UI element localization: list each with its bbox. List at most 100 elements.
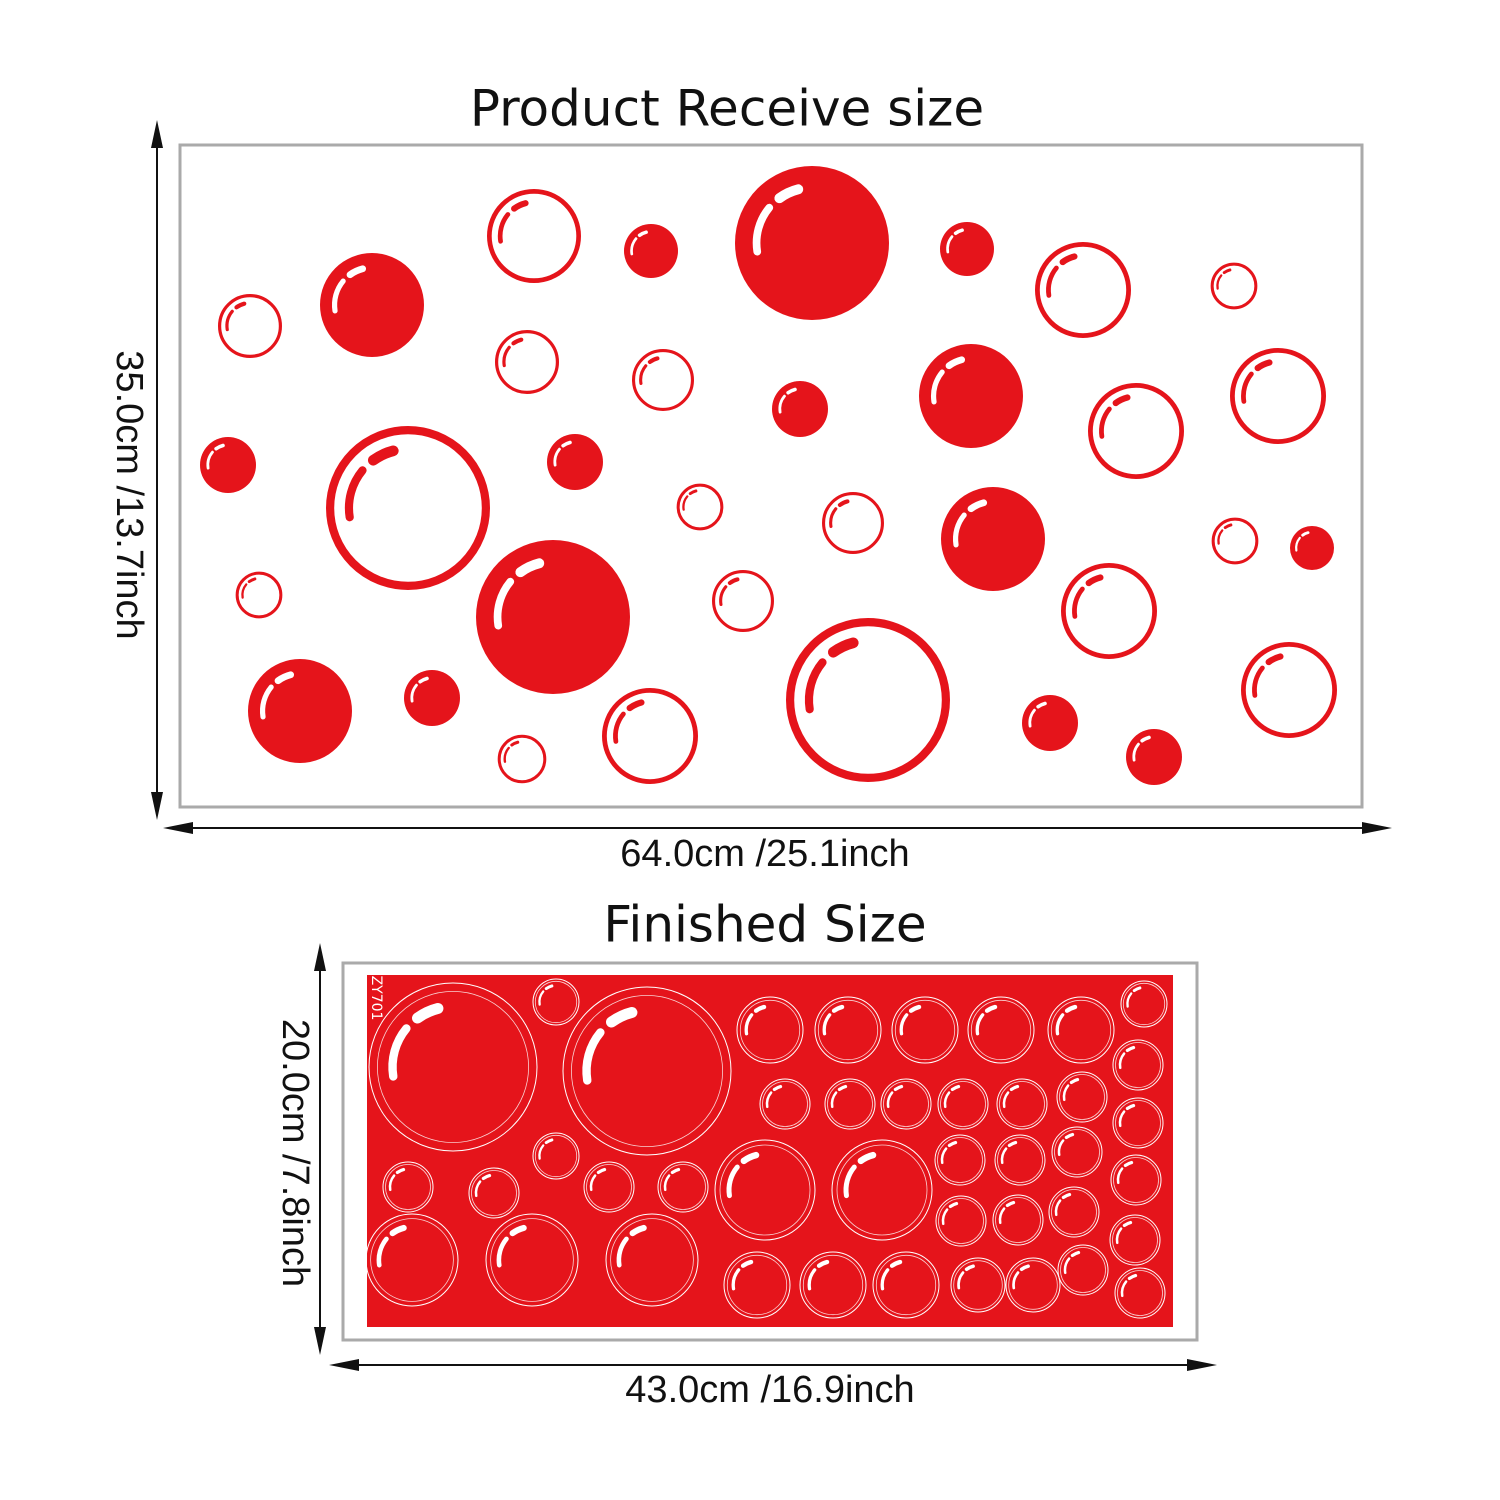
bubble xyxy=(967,996,1035,1064)
bubble xyxy=(934,1134,986,1186)
bubble xyxy=(994,1134,1046,1186)
highlight xyxy=(772,1084,783,1092)
highlight xyxy=(948,1201,959,1209)
receive-height: 35.0cm /13.7inch xyxy=(108,350,150,639)
highlight xyxy=(493,577,515,630)
bubble-inner xyxy=(1115,1100,1161,1146)
bubble xyxy=(1120,980,1168,1028)
bubble xyxy=(940,222,994,276)
highlight xyxy=(1064,1132,1075,1140)
highlight xyxy=(740,1151,760,1165)
highlight xyxy=(975,1013,985,1036)
finished-frame xyxy=(341,961,1199,1342)
bubble xyxy=(821,491,884,554)
highlight xyxy=(1099,406,1112,439)
highlight xyxy=(234,301,247,310)
bubble-inner xyxy=(940,1081,986,1127)
bubble xyxy=(476,540,630,694)
highlight xyxy=(1115,1227,1123,1245)
bubble xyxy=(1210,262,1258,310)
highlight xyxy=(509,1224,527,1237)
highlight xyxy=(206,450,214,470)
arrow-head xyxy=(329,1359,359,1371)
bubble xyxy=(382,1161,434,1213)
highlight xyxy=(596,1167,607,1175)
highlight xyxy=(1254,359,1273,372)
highlight xyxy=(1072,586,1085,619)
highlight xyxy=(1057,1139,1065,1157)
bubble xyxy=(218,294,283,359)
highlight xyxy=(629,1224,647,1237)
highlight xyxy=(1064,1004,1078,1013)
highlight xyxy=(953,228,964,236)
arrow-head xyxy=(1187,1359,1217,1371)
highlight xyxy=(376,1236,389,1268)
bubble-inner xyxy=(719,1144,811,1236)
highlight xyxy=(765,1091,773,1109)
bubble xyxy=(736,996,804,1064)
bubble-inner xyxy=(726,1254,788,1316)
highlight xyxy=(1125,1103,1136,1111)
highlight xyxy=(637,230,648,238)
highlight xyxy=(538,1144,545,1160)
highlight xyxy=(1241,371,1254,404)
highlight xyxy=(553,447,561,467)
bubble xyxy=(824,1078,876,1130)
bubble xyxy=(799,1251,867,1319)
bubble xyxy=(996,1078,1048,1130)
bubble-inner xyxy=(471,1170,517,1216)
bubble-inner xyxy=(1008,1260,1058,1310)
bubble xyxy=(1109,1214,1161,1266)
highlight xyxy=(843,1164,857,1199)
highlight xyxy=(1019,1264,1030,1272)
highlight xyxy=(726,1164,740,1199)
bubble xyxy=(657,1161,709,1213)
highlight xyxy=(511,200,529,212)
highlight xyxy=(1118,1052,1126,1070)
highlight xyxy=(502,345,511,368)
bubble xyxy=(723,1251,791,1319)
bubble xyxy=(602,688,699,785)
highlight xyxy=(1126,992,1133,1008)
bubble-inner xyxy=(490,1218,574,1302)
highlight xyxy=(630,237,638,256)
highlight xyxy=(731,1268,741,1291)
highlight xyxy=(952,512,967,548)
highlight xyxy=(984,1004,998,1013)
highlight xyxy=(940,1147,948,1165)
arrow-head xyxy=(1362,822,1392,834)
arrow-head xyxy=(151,120,163,148)
highlight xyxy=(804,658,827,714)
highlight xyxy=(647,356,660,364)
bubble xyxy=(1126,729,1182,785)
highlight xyxy=(1061,1192,1072,1200)
highlight xyxy=(1000,1147,1008,1165)
bubble-inner xyxy=(1054,1129,1100,1175)
bubble xyxy=(814,996,882,1064)
bubble xyxy=(487,189,582,284)
highlight xyxy=(389,1224,407,1237)
bubble xyxy=(235,571,283,619)
highlight xyxy=(1055,1013,1065,1036)
arrow-head xyxy=(314,1327,326,1355)
highlight xyxy=(893,1084,904,1092)
highlight xyxy=(829,507,838,529)
highlight xyxy=(626,699,645,712)
highlight xyxy=(1028,708,1036,728)
highlight xyxy=(1252,665,1265,698)
highlight xyxy=(1120,1280,1128,1298)
highlight xyxy=(1132,742,1140,762)
bubble xyxy=(1110,1154,1162,1206)
bubble xyxy=(200,437,256,493)
bubble-inner xyxy=(762,1081,808,1127)
arrow-head xyxy=(151,792,163,820)
bubble xyxy=(1048,1186,1100,1238)
highlight xyxy=(511,337,524,346)
highlight xyxy=(837,1084,848,1092)
bubble xyxy=(365,1213,459,1307)
bubble xyxy=(1088,382,1185,479)
highlight xyxy=(899,1013,909,1036)
highlight xyxy=(1054,1199,1062,1217)
bubble xyxy=(1241,642,1338,739)
bubble-inner xyxy=(953,1260,1003,1310)
